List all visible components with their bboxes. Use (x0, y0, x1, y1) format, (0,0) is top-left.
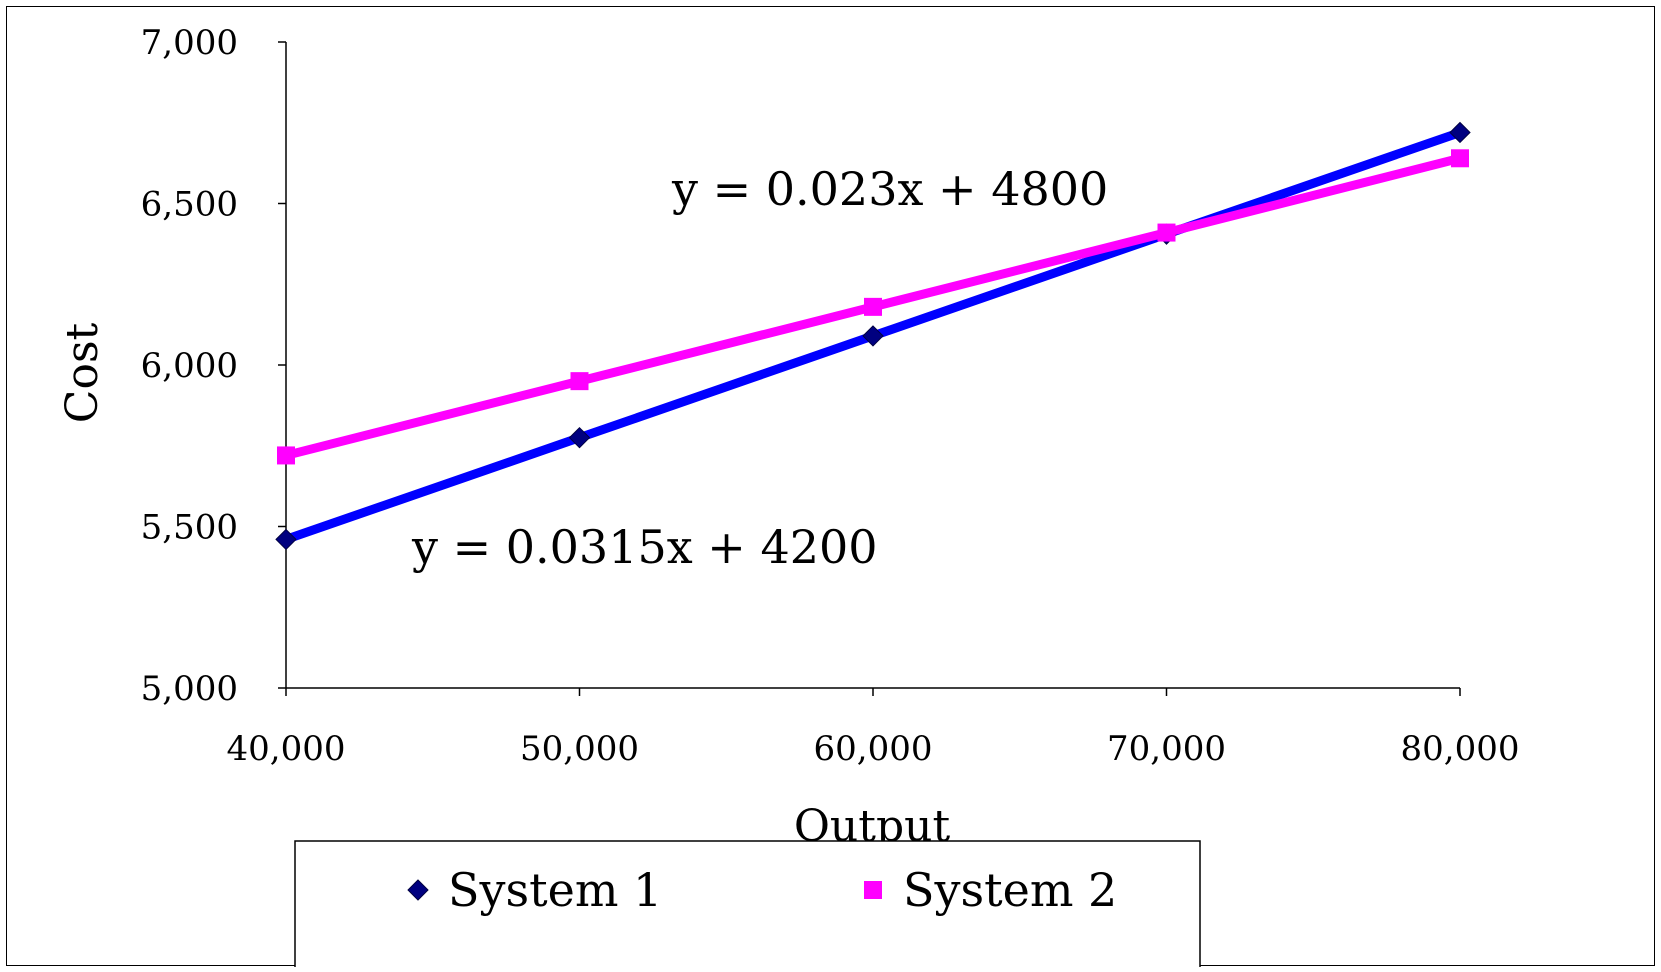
legend-item: System 2 (864, 863, 1117, 917)
y-tick-label: 6,500 (141, 185, 238, 225)
x-tick-label: 80,000 (1401, 729, 1520, 769)
trendline-equation-system-2: y = 0.023x + 4800 (671, 162, 1108, 216)
y-axis-ticks: 5,000 5,500 6,000 6,500 7,000 (141, 23, 286, 709)
y-axis-title: Cost (57, 322, 108, 423)
legend-label: System 2 (903, 863, 1117, 917)
chart-frame: 5,000 5,500 6,000 6,500 7,000 40,000 50,000 60… (6, 6, 1655, 967)
line-chart: 5,000 5,500 6,000 6,500 7,000 40,000 50,000 60… (57, 23, 1520, 967)
x-tick-label: 40,000 (227, 729, 346, 769)
data-point-marker (275, 528, 297, 551)
x-tick-label: 50,000 (520, 729, 639, 769)
y-tick-label: 6,000 (141, 346, 238, 386)
legend-marker (407, 879, 429, 901)
y-tick-label: 5,000 (141, 669, 238, 709)
data-point-marker (277, 446, 295, 465)
data-point-marker (1157, 223, 1176, 242)
x-axis-ticks: 40,000 50,000 60,000 70,000 80,000 (227, 688, 1520, 769)
data-point-marker (862, 325, 884, 347)
x-tick-label: 70,000 (1107, 729, 1226, 769)
axes (285, 42, 1460, 689)
x-tick-label: 60,000 (814, 729, 933, 769)
trendline-equation-system-1: y = 0.0315x + 4200 (411, 520, 878, 574)
data-point-marker (568, 426, 591, 449)
y-tick-label: 5,500 (141, 508, 238, 548)
legend-item: System 1 (407, 863, 662, 917)
legend-marker (864, 881, 882, 899)
legend-box (294, 840, 1201, 967)
series-layer (275, 121, 1471, 551)
data-point-marker (570, 372, 589, 391)
data-point-marker (864, 297, 882, 316)
legend: System 1 System 2 (294, 840, 1201, 967)
y-tick-label: 7,000 (141, 23, 238, 63)
data-point-marker (1449, 121, 1471, 144)
data-point-marker (1451, 149, 1469, 168)
legend-label: System 1 (448, 863, 662, 917)
series-2 (277, 149, 1469, 465)
